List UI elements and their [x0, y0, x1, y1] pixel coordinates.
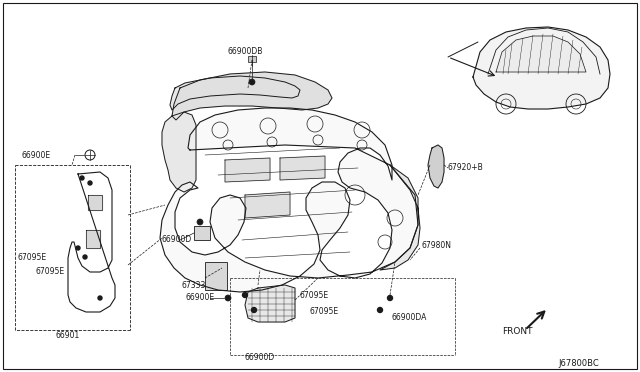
Text: FRONT: FRONT [502, 327, 532, 337]
Text: 66900E: 66900E [185, 294, 214, 302]
Circle shape [249, 79, 255, 85]
Text: 66900D: 66900D [245, 353, 275, 362]
Polygon shape [162, 112, 196, 192]
Text: 67920+B: 67920+B [448, 164, 484, 173]
Bar [248, 56, 256, 62]
Polygon shape [380, 165, 420, 270]
Polygon shape [473, 27, 610, 109]
Text: 67095E: 67095E [310, 308, 339, 317]
Circle shape [197, 219, 203, 225]
Text: 67333: 67333 [182, 280, 206, 289]
Text: 66900DB: 66900DB [228, 48, 264, 57]
Circle shape [243, 292, 248, 298]
Bar [194, 226, 210, 240]
Circle shape [76, 246, 80, 250]
Circle shape [83, 255, 87, 259]
Polygon shape [496, 36, 586, 72]
Text: 66900E: 66900E [22, 151, 51, 160]
Circle shape [378, 308, 383, 312]
Circle shape [98, 296, 102, 300]
Text: 67095E: 67095E [300, 292, 329, 301]
Text: 67980N: 67980N [422, 241, 452, 250]
Text: 66900D: 66900D [162, 235, 192, 244]
Text: 67095E: 67095E [18, 253, 47, 263]
Circle shape [80, 176, 84, 180]
Polygon shape [86, 230, 100, 248]
Circle shape [252, 308, 257, 312]
Polygon shape [245, 285, 295, 322]
Polygon shape [280, 156, 325, 180]
Text: 67095E: 67095E [35, 267, 64, 276]
Text: 66900DA: 66900DA [392, 314, 428, 323]
Polygon shape [172, 72, 332, 120]
Polygon shape [225, 158, 270, 182]
Circle shape [387, 295, 392, 301]
Polygon shape [160, 108, 418, 292]
Text: 66901: 66901 [56, 330, 80, 340]
Circle shape [88, 181, 92, 185]
Circle shape [225, 295, 231, 301]
Text: J67800BC: J67800BC [558, 359, 599, 369]
Polygon shape [88, 195, 102, 210]
Polygon shape [245, 192, 290, 218]
Polygon shape [428, 145, 444, 188]
Bar [205, 262, 227, 290]
Polygon shape [170, 76, 300, 110]
